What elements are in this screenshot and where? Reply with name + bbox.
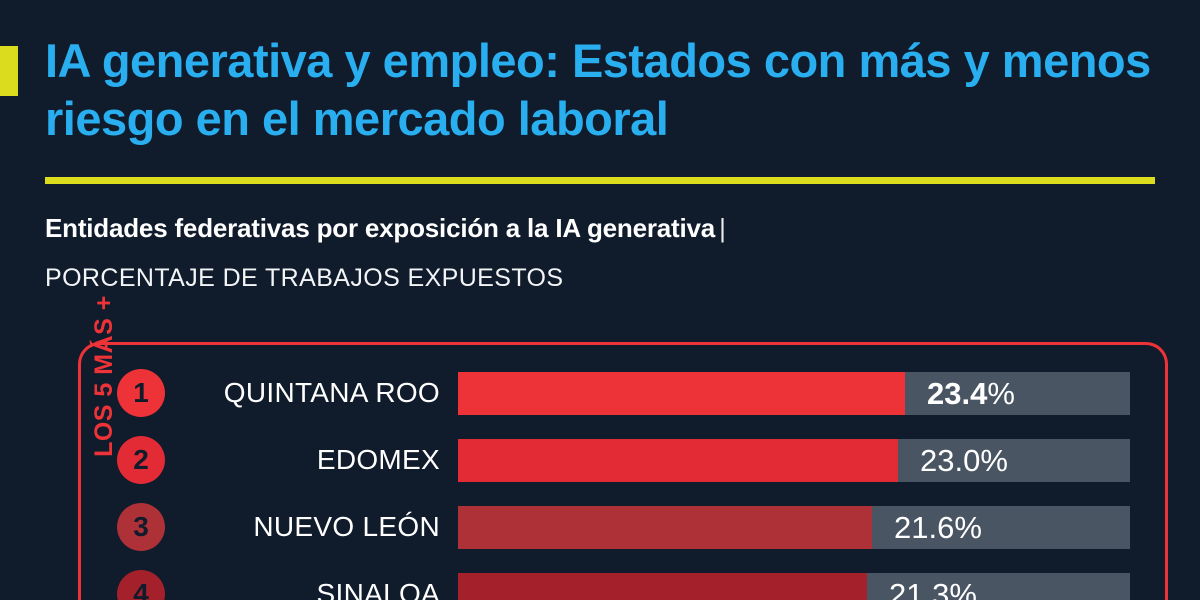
page-title: IA generativa y empleo: Estados con más …: [45, 34, 1151, 145]
chart-subtitle-text: Entidades federativas por exposición a l…: [45, 213, 716, 243]
bar-fill: [458, 506, 872, 549]
chart-subtitle-secondary: PORCENTAJE DE TRABAJOS EXPUESTOS: [45, 264, 564, 292]
bar-track: 21.3%: [458, 573, 1130, 600]
bar-track: 23.4%: [458, 372, 1130, 415]
value-label: 21.6%: [872, 506, 982, 549]
percent-symbol: %: [980, 443, 1008, 478]
chart-panel: [78, 342, 1168, 600]
state-label: QUINTANA ROO: [223, 377, 440, 408]
rank-badge: 3: [117, 503, 165, 551]
bar-chart-row: 2 EDOMEX 23.0%: [0, 433, 1200, 489]
value-number: 23.4: [927, 376, 988, 411]
value-label: 23.0%: [898, 439, 1008, 482]
state-label: SINALOA: [316, 578, 440, 600]
bar-chart-row: 4 SINALOA 21.3%: [0, 567, 1200, 600]
yellow-marker-square: [0, 46, 18, 96]
percent-symbol: %: [949, 577, 977, 600]
chart-subtitle: Entidades federativas por exposición a l…: [45, 213, 1185, 244]
bar-chart-row: 1 QUINTANA ROO 23.4%: [0, 366, 1200, 422]
percent-symbol: %: [954, 510, 982, 545]
value-box: 23.4%: [905, 372, 1130, 415]
headline-divider: [45, 177, 1155, 184]
rank-badge: 4: [117, 570, 165, 600]
chart-subtitle-separator: |: [719, 213, 726, 243]
bar-track: 23.0%: [458, 439, 1130, 482]
rank-badge: 1: [117, 369, 165, 417]
bar-chart-row: 3 NUEVO LEÓN 21.6%: [0, 500, 1200, 556]
bar-fill: [458, 372, 905, 415]
state-label: EDOMEX: [316, 444, 440, 475]
value-box: 21.3%: [867, 573, 1130, 600]
percent-symbol: %: [987, 376, 1015, 411]
value-label: 23.4%: [905, 372, 1015, 415]
bar-fill: [458, 439, 898, 482]
value-box: 23.0%: [898, 439, 1130, 482]
value-number: 21.6: [894, 510, 955, 545]
value-box: 21.6%: [872, 506, 1130, 549]
state-label: NUEVO LEÓN: [253, 511, 440, 542]
value-number: 21.3: [889, 577, 950, 600]
bar-track: 21.6%: [458, 506, 1130, 549]
value-number: 23.0: [920, 443, 981, 478]
value-label: 21.3%: [867, 573, 977, 600]
bar-fill: [458, 573, 867, 600]
rank-badge: 2: [117, 436, 165, 484]
